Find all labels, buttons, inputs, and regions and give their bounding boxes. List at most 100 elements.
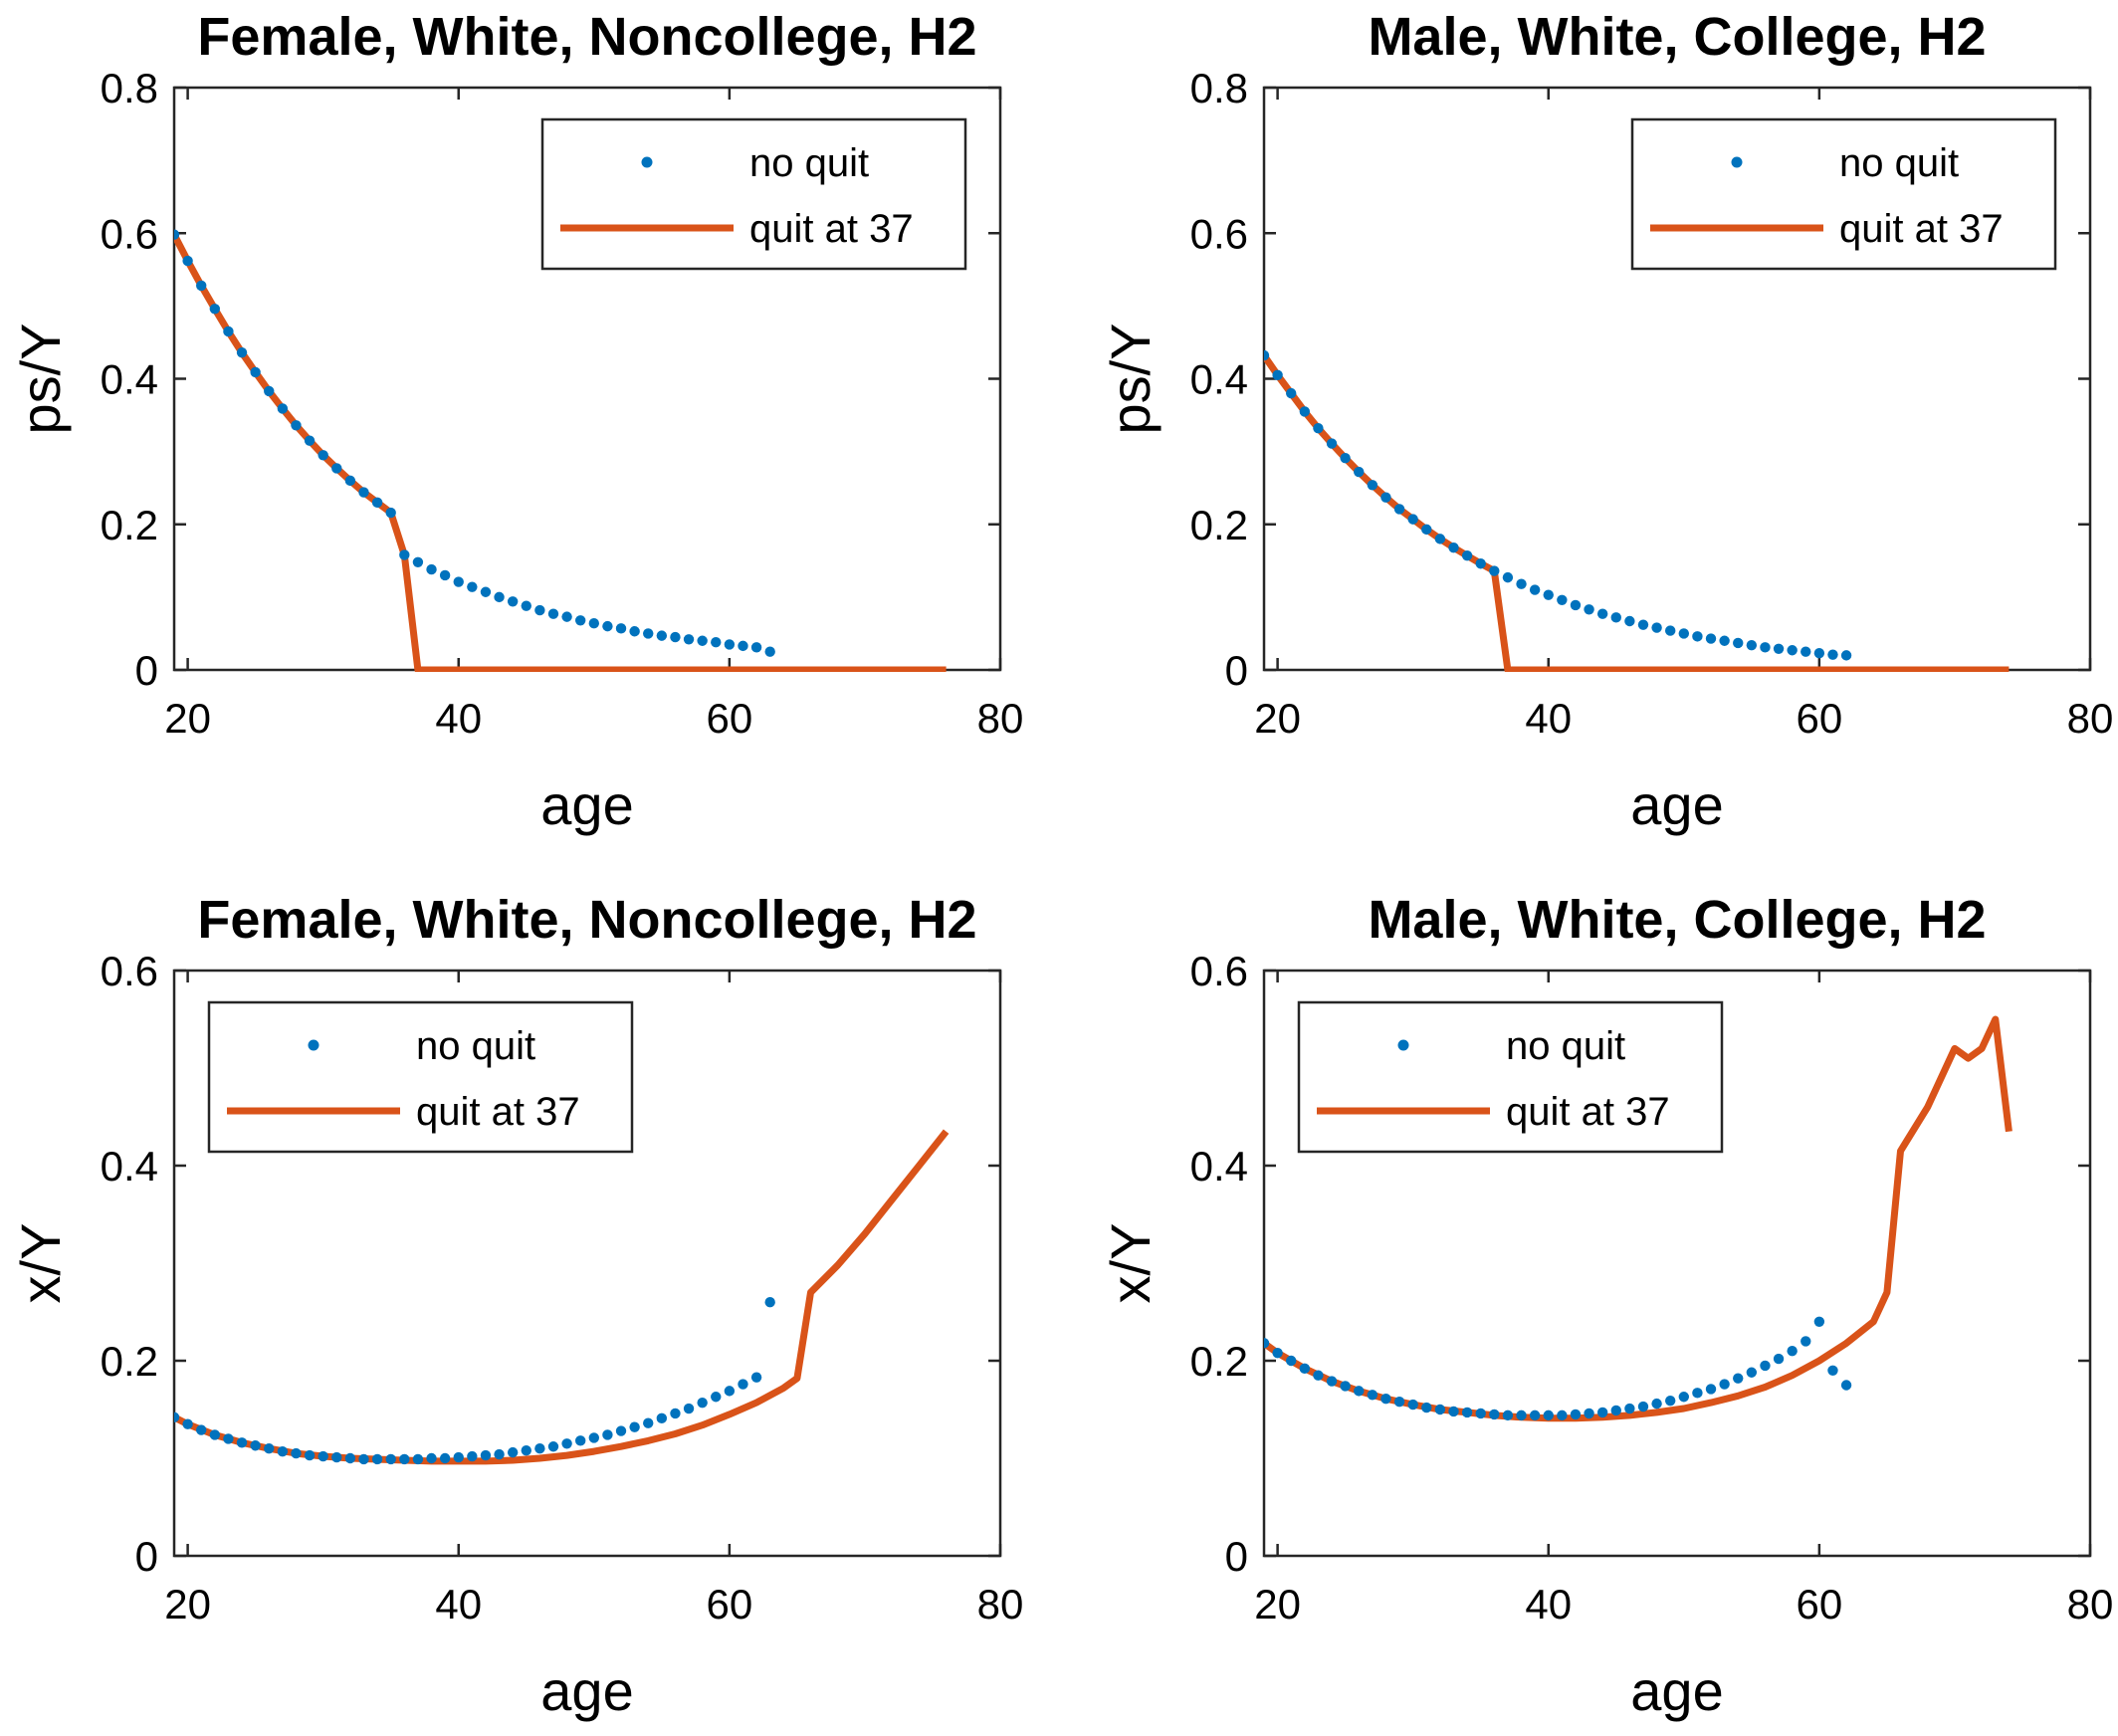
data-point-no-quit <box>494 591 505 603</box>
legend-box <box>1630 117 2057 271</box>
data-point-no-quit <box>1733 637 1744 649</box>
legend-label: no quit <box>1506 1024 1625 1068</box>
legend-box <box>207 1000 634 1154</box>
series-group <box>1264 1015 2012 1422</box>
y-tick-label: 0.8 <box>1190 65 1248 111</box>
legend: no quit quit at 37 <box>1630 117 2057 271</box>
data-point-no-quit <box>1516 578 1527 589</box>
data-point-no-quit <box>1813 1316 1825 1328</box>
data-point-no-quit <box>697 635 708 646</box>
data-point-no-quit <box>561 611 572 622</box>
legend: no quit quit at 37 <box>1297 1000 1724 1154</box>
y-tick-label: 0.4 <box>1190 1143 1248 1190</box>
y-axis-label: x/Y <box>1099 1223 1162 1304</box>
data-point-no-quit <box>574 615 586 626</box>
data-point-no-quit <box>1773 643 1785 654</box>
data-point-no-quit <box>1719 635 1730 646</box>
chart-title: Male, White, College, H2 <box>1368 890 1986 950</box>
data-point-no-quit <box>174 229 180 240</box>
data-point-no-quit <box>670 1408 681 1419</box>
data-point-no-quit <box>1733 1373 1744 1384</box>
data-point-no-quit <box>1393 504 1405 515</box>
data-point-no-quit <box>1299 1363 1311 1375</box>
data-point-no-quit <box>1596 1407 1608 1418</box>
x-tick-label: 20 <box>164 695 211 742</box>
x-tick-label: 40 <box>1525 1581 1572 1628</box>
data-point-no-quit <box>467 581 478 592</box>
data-point-no-quit <box>750 1372 762 1383</box>
x-tick-label: 80 <box>977 1581 1024 1628</box>
data-point-no-quit <box>1354 466 1365 478</box>
data-point-no-quit <box>507 596 519 607</box>
data-point-no-quit <box>1760 1360 1771 1372</box>
data-point-no-quit <box>1340 453 1351 464</box>
x-axis-label: age <box>540 773 633 836</box>
data-point-no-quit <box>615 623 627 634</box>
data-point-no-quit <box>1840 650 1852 661</box>
data-point-no-quit <box>1705 1384 1717 1395</box>
data-point-no-quit <box>399 549 410 560</box>
data-point-no-quit <box>1264 1338 1270 1349</box>
data-point-no-quit <box>1380 1394 1391 1405</box>
data-point-no-quit <box>344 475 356 487</box>
data-point-no-quit <box>1610 1405 1621 1416</box>
chart-panel-4: Male, White, College, H2 20 40 60 80 0 0.2 0.4 0… <box>1099 890 2113 1722</box>
x-tick-label: 60 <box>1797 1581 1843 1628</box>
legend-label: no quit <box>416 1024 535 1068</box>
y-tick-label: 0.8 <box>101 65 158 111</box>
chart-panel-2: Male, White, College, H2 20 40 60 80 0 0.2 0.4 0… <box>1099 7 2113 836</box>
data-point-no-quit <box>480 1449 492 1461</box>
series-group <box>174 229 947 672</box>
data-point-no-quit <box>602 620 613 632</box>
x-axis-label: age <box>1630 1659 1723 1722</box>
data-point-no-quit <box>399 1453 410 1465</box>
data-point-no-quit <box>1326 1376 1338 1387</box>
data-point-no-quit <box>643 1417 654 1428</box>
y-tick-label: 0.6 <box>1190 948 1248 994</box>
data-point-no-quit <box>1434 534 1446 544</box>
data-point-no-quit <box>1299 406 1311 417</box>
data-point-no-quit <box>1543 1410 1554 1421</box>
data-point-no-quit <box>1475 558 1486 569</box>
data-point-no-quit <box>561 1438 572 1449</box>
data-point-no-quit <box>1800 1336 1811 1347</box>
data-point-no-quit <box>1529 1410 1541 1421</box>
data-point-no-quit <box>1326 438 1338 449</box>
data-point-no-quit <box>534 1443 545 1454</box>
data-point-no-quit <box>1448 1406 1459 1417</box>
series-group <box>1264 349 2010 672</box>
data-point-no-quit <box>711 1392 722 1403</box>
data-point-no-quit <box>1502 1410 1514 1421</box>
chart-title: Male, White, College, H2 <box>1368 7 1986 67</box>
data-point-no-quit <box>1610 612 1621 623</box>
y-tick-label: 0.2 <box>101 1338 158 1385</box>
data-point-no-quit <box>1286 1355 1297 1367</box>
legend-label: no quit <box>1839 141 1959 185</box>
x-tick-label: 20 <box>1254 695 1301 742</box>
data-point-no-quit <box>1664 625 1676 636</box>
data-point-no-quit <box>494 1448 505 1460</box>
chart-title: Female, White, Noncollege, H2 <box>197 7 976 67</box>
data-point-no-quit <box>1570 1409 1582 1420</box>
data-point-no-quit <box>764 646 775 657</box>
data-point-no-quit <box>1678 628 1690 639</box>
data-point-no-quit <box>1813 647 1825 659</box>
data-point-no-quit <box>697 1397 708 1409</box>
data-point-no-quit <box>331 463 342 474</box>
data-point-no-quit <box>1651 622 1662 633</box>
x-tick-label: 80 <box>977 695 1024 742</box>
legend: no quit quit at 37 <box>540 117 967 271</box>
data-point-no-quit <box>209 1429 221 1440</box>
data-point-no-quit <box>1461 1407 1473 1418</box>
data-point-no-quit <box>1624 615 1635 627</box>
data-point-no-quit <box>1664 1395 1676 1407</box>
data-point-no-quit <box>250 1440 261 1451</box>
data-point-no-quit <box>182 255 193 267</box>
y-tick-label: 0.2 <box>101 502 158 548</box>
data-point-no-quit <box>1448 542 1459 553</box>
legend-box <box>1297 1000 1724 1154</box>
data-point-no-quit <box>1489 1409 1500 1420</box>
data-point-no-quit <box>521 1444 531 1456</box>
y-tick-label: 0.2 <box>1190 1338 1248 1385</box>
y-tick-label: 0 <box>1225 647 1248 694</box>
